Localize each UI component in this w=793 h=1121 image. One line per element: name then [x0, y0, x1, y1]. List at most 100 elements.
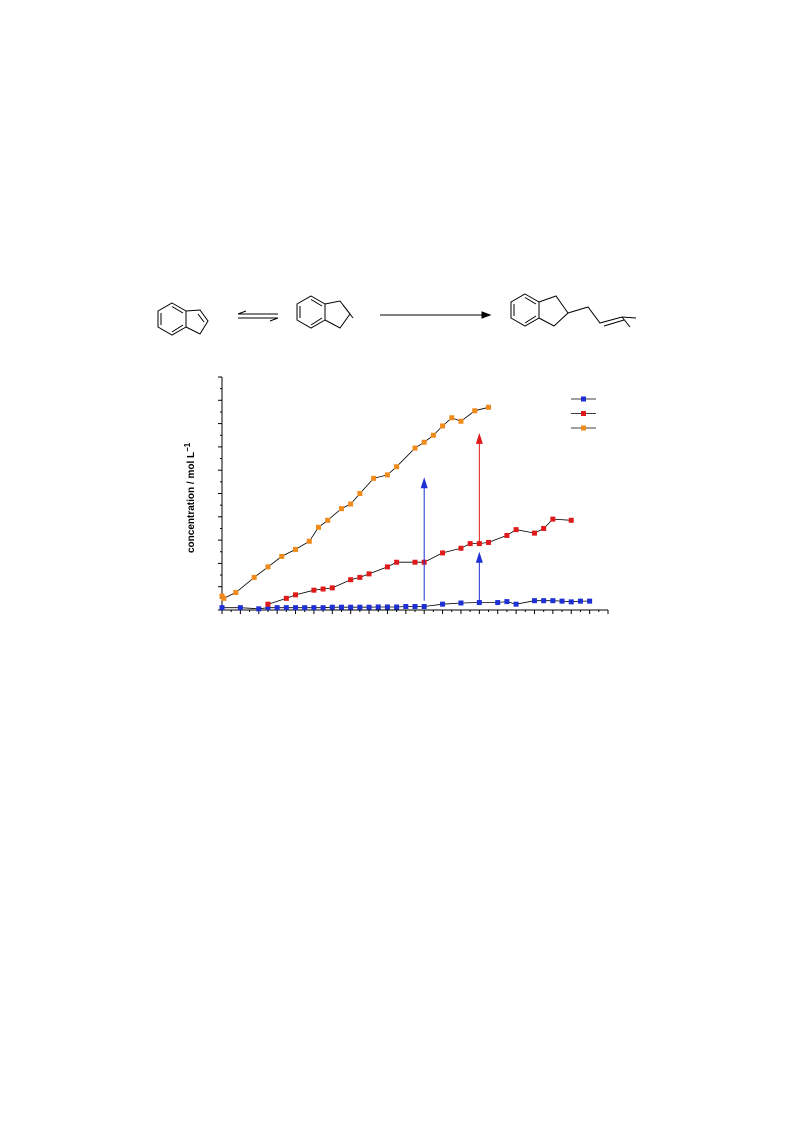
data-point	[293, 592, 299, 598]
molecule-product	[510, 293, 637, 328]
annotation-arrow	[420, 477, 428, 601]
data-point	[375, 604, 381, 610]
data-point	[329, 585, 335, 591]
data-point	[394, 464, 400, 470]
annotation-arrow	[475, 551, 483, 601]
arrow-head	[475, 432, 483, 444]
data-point	[412, 445, 418, 451]
annotation-arrow	[475, 432, 483, 543]
data-point	[394, 559, 400, 565]
molecule-indole-like	[157, 302, 209, 336]
data-point	[219, 605, 225, 611]
data-point	[366, 604, 372, 610]
legend-entry-2	[571, 411, 596, 416]
data-point	[495, 600, 501, 606]
y-axis-label-text: concentration / mol L	[186, 452, 197, 553]
data-point	[265, 605, 271, 611]
data-point	[449, 415, 455, 421]
data-point	[233, 590, 239, 596]
series-2	[265, 516, 574, 607]
data-point	[504, 532, 510, 538]
data-point	[472, 408, 478, 414]
data-point	[293, 546, 299, 552]
data-point	[338, 604, 344, 610]
data-point	[384, 564, 390, 570]
data-point	[421, 604, 427, 610]
data-point	[306, 538, 312, 544]
y-axis-label: concentration / mol L−1	[183, 442, 197, 553]
data-point	[486, 404, 492, 410]
series-1	[219, 598, 593, 612]
equilibrium-arrows	[237, 310, 279, 322]
data-point	[221, 595, 227, 601]
y-axis-label-superscript: −1	[183, 442, 192, 452]
data-point	[458, 418, 464, 424]
data-point	[251, 574, 257, 580]
data-point	[458, 600, 464, 606]
data-point	[513, 601, 519, 607]
data-point	[541, 525, 547, 531]
series-3	[219, 404, 492, 601]
data-point	[384, 472, 390, 478]
molecule-indene-like	[296, 295, 354, 329]
data-point	[550, 598, 556, 604]
data-point	[577, 598, 583, 604]
data-point	[412, 604, 418, 610]
data-point	[568, 599, 574, 605]
data-point	[513, 527, 519, 533]
data-point	[348, 577, 354, 583]
series-line	[221, 406, 489, 599]
data-point	[283, 605, 289, 611]
data-point	[348, 501, 354, 507]
arrow-head	[475, 551, 483, 563]
data-point	[316, 524, 321, 530]
data-point	[550, 516, 556, 522]
data-point	[274, 605, 280, 611]
data-point	[357, 604, 363, 610]
reaction-arrow	[380, 311, 492, 319]
data-point	[440, 550, 446, 556]
data-point	[440, 601, 446, 607]
legend	[571, 396, 596, 431]
data-point	[265, 601, 271, 607]
data-point	[311, 587, 317, 593]
data-point	[440, 423, 446, 429]
series-line	[222, 600, 590, 610]
data-point	[256, 606, 262, 612]
series-layer	[219, 404, 593, 612]
data-point	[403, 604, 409, 610]
data-point	[325, 517, 331, 523]
data-point	[587, 598, 593, 604]
data-point	[371, 475, 377, 481]
data-point	[531, 598, 537, 604]
data-point	[366, 571, 372, 577]
data-point	[412, 559, 418, 565]
data-point	[430, 432, 436, 438]
data-point	[279, 553, 285, 559]
annotation-arrows	[420, 432, 483, 601]
data-point	[329, 604, 335, 610]
data-point	[265, 564, 271, 570]
data-point	[541, 598, 547, 604]
legend-marker	[581, 411, 586, 416]
data-point	[568, 517, 574, 523]
data-point	[302, 605, 308, 611]
data-point	[467, 541, 473, 547]
data-point	[486, 539, 492, 545]
data-point	[320, 586, 326, 592]
legend-entry-1	[571, 396, 596, 402]
data-point	[504, 599, 510, 605]
arrow-head	[420, 477, 428, 489]
data-point	[421, 439, 427, 445]
data-point	[357, 574, 363, 580]
legend-marker	[581, 396, 586, 402]
data-point	[458, 545, 464, 551]
data-point	[338, 506, 344, 512]
data-point	[283, 595, 289, 601]
data-point	[311, 605, 317, 611]
data-point	[531, 530, 537, 536]
data-point	[348, 604, 354, 610]
chart-axes	[218, 376, 609, 614]
